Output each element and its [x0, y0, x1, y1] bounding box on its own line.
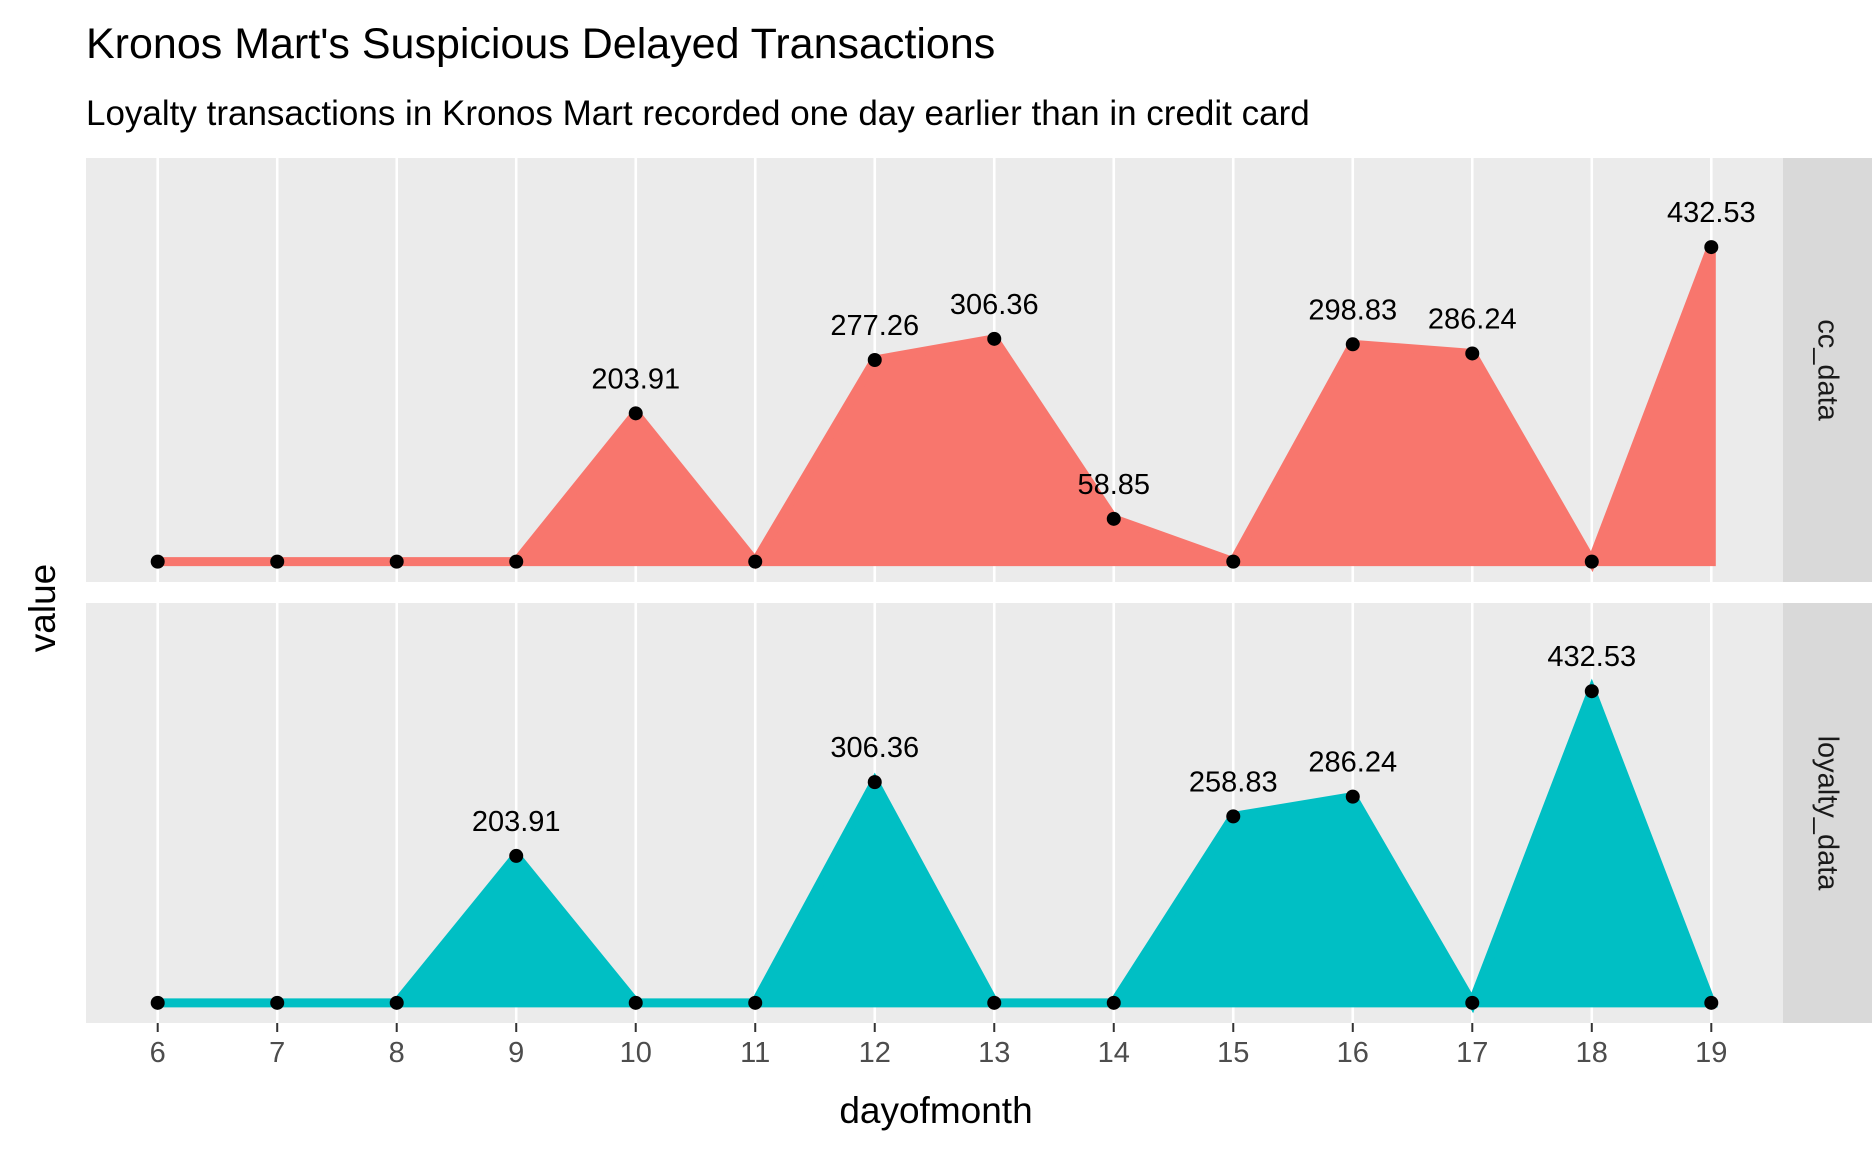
x-tick-label: 10 — [620, 1037, 652, 1069]
x-tick-label: 8 — [389, 1037, 405, 1069]
data-point — [1345, 337, 1360, 352]
data-point — [1704, 995, 1719, 1010]
data-point — [509, 554, 524, 569]
facets-layer: 203.91 277.26 306.36 58.85 298.83 286.24 432.5… — [86, 158, 1872, 1023]
data-label: 258.83 — [1189, 766, 1278, 798]
data-point — [509, 848, 524, 863]
x-tick-label: 16 — [1337, 1037, 1369, 1069]
data-label: 286.24 — [1428, 303, 1517, 335]
x-tick-label: 6 — [150, 1037, 166, 1069]
data-label: 432.53 — [1547, 641, 1636, 673]
data-point — [987, 995, 1002, 1010]
data-label: 298.83 — [1308, 294, 1397, 326]
data-point — [1345, 789, 1360, 804]
data-point — [1226, 809, 1241, 824]
facet-strip-label: loyalty_data — [1812, 736, 1844, 892]
data-point — [1465, 995, 1480, 1010]
data-point — [270, 995, 285, 1010]
chart-subtitle: Loyalty transactions in Kronos Mart reco… — [86, 94, 1310, 133]
area-cc_data — [157, 245, 1716, 573]
data-point — [1584, 684, 1599, 699]
x-tick-label: 11 — [740, 1037, 770, 1069]
x-axis: 6 7 8 9 10 11 12 13 14 15 16 17 18 19 — [150, 1023, 1727, 1069]
x-tick-label: 15 — [1217, 1037, 1249, 1069]
x-tick-label: 12 — [859, 1037, 891, 1069]
data-point — [628, 406, 643, 421]
data-point — [987, 331, 1002, 346]
data-label: 277.26 — [830, 310, 919, 342]
x-tick-label: 9 — [508, 1037, 524, 1069]
facet-strip — [1783, 158, 1872, 582]
data-label: 203.91 — [472, 806, 561, 838]
data-point — [1465, 346, 1480, 361]
y-axis-title: value — [22, 564, 63, 652]
data-point — [867, 352, 882, 367]
data-point — [150, 554, 165, 569]
x-tick-label: 7 — [269, 1037, 285, 1069]
x-tick-label: 18 — [1576, 1037, 1608, 1069]
chart-title: Kronos Mart's Suspicious Delayed Transac… — [86, 20, 995, 68]
data-point — [1584, 554, 1599, 569]
data-point — [628, 995, 643, 1010]
data-point — [389, 995, 404, 1010]
facet-panel-cc_data: 203.91 277.26 306.36 58.85 298.83 286.24 432.5… — [86, 158, 1872, 582]
x-tick-label: 17 — [1456, 1037, 1488, 1069]
data-label: 306.36 — [950, 289, 1039, 321]
data-label: 203.91 — [591, 363, 680, 395]
data-point — [1704, 240, 1719, 255]
x-axis-title: dayofmonth — [839, 1090, 1032, 1131]
data-label: 286.24 — [1308, 747, 1397, 779]
data-point — [150, 995, 165, 1010]
data-point — [748, 995, 763, 1010]
data-point — [389, 554, 404, 569]
facet-panel-loyalty_data: 203.91 306.36 258.83 286.24 432.53 loyalty_da… — [86, 603, 1872, 1023]
data-point — [270, 554, 285, 569]
x-tick-label: 14 — [1098, 1037, 1130, 1069]
facet-strip-label: cc_data — [1812, 319, 1844, 421]
data-point — [1106, 511, 1121, 526]
x-tick-label: 19 — [1695, 1037, 1727, 1069]
data-point — [867, 775, 882, 790]
x-tick-label: 13 — [978, 1037, 1010, 1069]
data-label: 432.53 — [1667, 197, 1756, 229]
data-point — [1106, 995, 1121, 1010]
data-label: 58.85 — [1077, 469, 1150, 501]
data-label: 306.36 — [830, 732, 919, 764]
data-point — [1226, 554, 1241, 569]
data-point — [748, 554, 763, 569]
facet-strip — [1783, 603, 1872, 1023]
